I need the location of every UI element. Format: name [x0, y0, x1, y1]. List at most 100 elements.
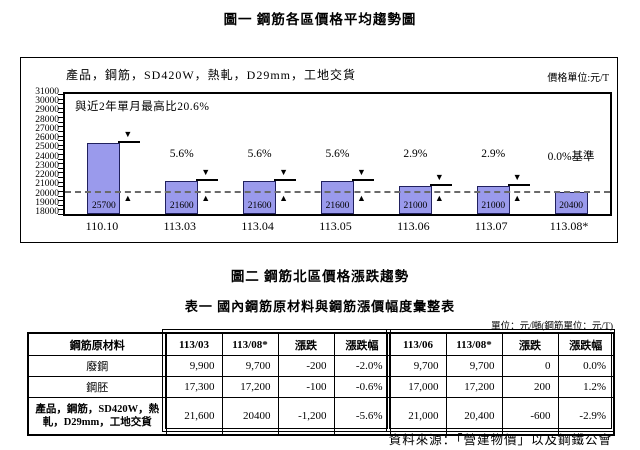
x-axis-label: 113.08* — [549, 219, 589, 233]
header-cell: 漲跌 — [501, 332, 559, 356]
y-minor-tick — [58, 177, 63, 179]
value-cell: -1,200 — [277, 397, 335, 436]
chart-frame: 產品，鋼筋，SD420W，熱軋，D29mm，工地交貨 價格單位:元/T 3100… — [20, 57, 618, 243]
x-axis-label: 110.10 — [85, 219, 119, 233]
y-tick-label: 31000 — [35, 87, 59, 97]
y-minor-tick — [58, 94, 63, 95]
down-triangle-icon: ▼ — [279, 166, 289, 177]
value-cell: -5.6% — [333, 397, 391, 436]
y-tick-label: 28000 — [35, 114, 59, 125]
bar-top-line — [196, 178, 219, 181]
y-tick-label: 21000 — [35, 179, 59, 190]
value-cell: 17,200 — [221, 376, 279, 398]
bar-value-label: 20400 — [559, 200, 583, 211]
y-minor-tick — [58, 163, 63, 165]
value-cell: 1.2% — [557, 376, 615, 398]
bar-value-label: 21000 — [481, 200, 506, 211]
up-triangle-icon: ▲ — [512, 192, 522, 203]
value-cell: 21,600 — [165, 397, 223, 436]
chart-price-unit-label: 價格單位:元/T — [547, 73, 609, 84]
down-triangle-icon: ▼ — [512, 172, 522, 183]
value-cell: -200 — [277, 355, 335, 377]
header-cell: 113/06 — [389, 332, 447, 356]
bar-top-line — [274, 178, 297, 181]
bar-value-label: 21600 — [247, 200, 272, 211]
y-minor-tick — [58, 121, 63, 123]
down-triangle-icon: ▼ — [123, 128, 133, 139]
figure2-title: 圖二 鋼筋北區價格漲跌趨勢 — [230, 269, 410, 284]
y-minor-tick — [58, 195, 63, 197]
y-minor-tick — [58, 130, 63, 132]
y-minor-tick — [58, 144, 63, 146]
value-cell: 200 — [501, 376, 559, 398]
value-cell: -0.6% — [333, 376, 391, 398]
up-triangle-icon: ▲ — [201, 192, 211, 203]
value-cell: 20400 — [221, 397, 279, 436]
price-table-wrapper: 鋼筋原材料 113/03 113/08* 漲跌 漲跌幅 113/06 113/08* 漲跌 漲跌… — [27, 329, 615, 436]
y-minor-tick — [58, 186, 63, 188]
table-unit-note: 單位：元/噸(鋼筋單位：元/T) — [491, 322, 613, 332]
value-cell: 9,700 — [389, 355, 447, 377]
bar-top-line — [352, 178, 374, 181]
value-cell: 9,700 — [221, 355, 279, 377]
down-triangle-icon: ▼ — [201, 166, 211, 177]
percent-label: 0.0%基準 — [547, 151, 595, 163]
down-triangle-icon: ▼ — [434, 172, 444, 183]
y-minor-tick — [58, 117, 63, 119]
value-cell: 0 — [501, 355, 559, 377]
bar-top-line — [507, 184, 530, 187]
y-tick-label: 24000 — [35, 151, 59, 162]
y-minor-tick — [58, 103, 63, 105]
bar-top-line — [118, 140, 141, 143]
y-minor-tick — [58, 214, 63, 215]
chart-product-label: 產品，鋼筋，SD420W，熱軋，D29mm，工地交貨 — [66, 68, 357, 82]
value-cell: 17,000 — [389, 376, 447, 398]
baseline-dashed-line — [65, 190, 610, 193]
table-title: 表一 國內鋼筋原材料與鋼筋漲價幅度彙整表 — [184, 299, 456, 314]
percent-label: 2.9% — [481, 148, 506, 160]
y-minor-tick — [58, 154, 63, 155]
x-axis-label: 113.07 — [474, 219, 508, 233]
y-tick-label: 18000 — [35, 207, 59, 217]
y-tick-label: 29000 — [35, 105, 59, 116]
bar-value-label: 25700 — [92, 200, 116, 211]
header-cell: 鋼筋原材料 — [27, 332, 167, 356]
y-tick-label: 23000 — [35, 160, 59, 171]
bar-top-line — [429, 184, 452, 187]
table-row: 鋼胚 17,300 17,200 -100 -0.6% 17,000 17,200 200 1.… — [27, 376, 615, 398]
row-label-cell: 鋼胚 — [27, 376, 167, 398]
plot-area: 與近2年單月最高比20.6% 25700 ▼ ▲ 21600 5.6% ▼ ▲ 21600 5.… — [58, 92, 612, 216]
y-minor-tick — [58, 172, 63, 174]
percent-label: 5.6% — [169, 148, 194, 160]
source-note: 資料來源：「營建物價」以及鋼鐵公會 — [388, 433, 612, 447]
down-triangle-icon: ▼ — [357, 166, 366, 177]
up-triangle-icon: ▲ — [279, 192, 289, 203]
value-cell: 0.0% — [557, 355, 615, 377]
y-minor-tick — [58, 158, 63, 160]
value-cell: -2.0% — [333, 355, 391, 377]
header-cell: 漲跌幅 — [557, 332, 615, 356]
y-axis-labels: 31000 30000 29000 28000 27000 26000 25000 24000… — [21, 87, 61, 217]
header-cell: 113/08* — [445, 332, 503, 356]
up-triangle-icon: ▲ — [357, 192, 366, 203]
x-axis-labels: 110.10 113.03 113.04 113.05 113.06 113.07 113.… — [63, 219, 608, 235]
y-tick-label: 30000 — [35, 96, 59, 107]
x-axis-label: 113.04 — [241, 219, 274, 233]
value-cell: 9,700 — [445, 355, 503, 377]
percent-label: 5.6% — [247, 148, 272, 160]
y-tick-label: 20000 — [35, 188, 59, 199]
price-bar: 21600 — [165, 180, 199, 214]
peak-comparison-annotation: 與近2年單月最高比20.6% — [75, 101, 210, 113]
y-tick-label: 22000 — [35, 170, 59, 181]
y-tick-label: 19000 — [35, 197, 59, 208]
up-triangle-icon: ▲ — [434, 192, 444, 203]
y-minor-tick — [58, 204, 63, 206]
value-cell: 17,200 — [445, 376, 503, 398]
bar-value-label: 21000 — [403, 200, 428, 211]
header-cell: 113/03 — [165, 332, 223, 356]
table-row: 廢鋼 9,900 9,700 -200 -2.0% 9,700 9,700 0 0.0% — [27, 355, 615, 377]
x-axis-label: 113.03 — [163, 219, 197, 233]
row-label-cell: 廢鋼 — [27, 355, 167, 377]
x-axis-label: 113.06 — [397, 219, 430, 233]
